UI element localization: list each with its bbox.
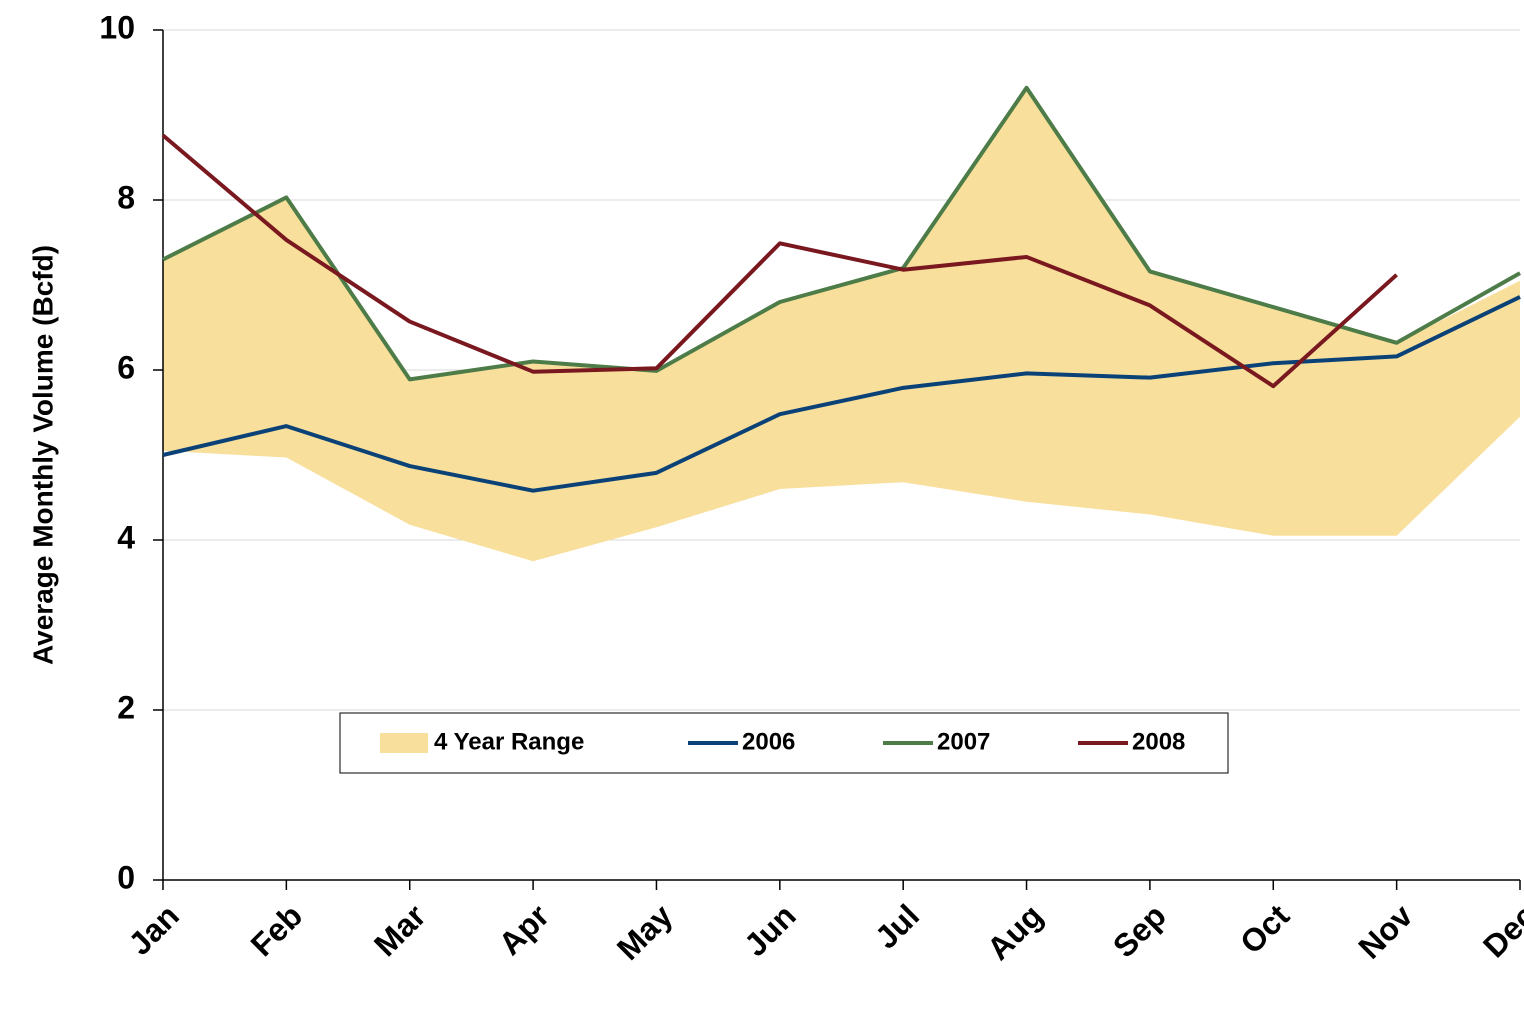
series-line bbox=[162, 295, 1521, 493]
x-tick-label: Aug bbox=[980, 897, 1049, 966]
legend-label: 2006 bbox=[742, 728, 795, 755]
x-tick-label: Sep bbox=[1106, 897, 1173, 964]
y-tick-label: 10 bbox=[99, 9, 135, 45]
y-tick-label: 6 bbox=[117, 349, 135, 385]
y-tick-label: 2 bbox=[117, 689, 135, 725]
legend-label: 2008 bbox=[1132, 728, 1185, 755]
y-tick-label: 8 bbox=[117, 179, 135, 215]
series-line bbox=[162, 85, 1521, 382]
x-tick-label: Apr bbox=[492, 897, 556, 961]
x-tick-label: Feb bbox=[244, 897, 310, 963]
range-area bbox=[163, 87, 1520, 562]
legend-label: 4 Year Range bbox=[434, 728, 584, 755]
x-tick-label: Oct bbox=[1233, 897, 1296, 960]
x-tick-label: Jul bbox=[868, 897, 926, 955]
legend-swatch bbox=[380, 733, 428, 753]
legend: 4 Year Range 2006 2007 2008 bbox=[339, 712, 1229, 774]
y-axis-title: Average Monthly Volume (Bcfd) bbox=[27, 245, 58, 665]
x-tick-label: Dec bbox=[1476, 897, 1524, 964]
x-tick-label: Jan bbox=[121, 897, 185, 961]
x-tick-label: Jun bbox=[737, 897, 803, 963]
y-tick-label: 0 bbox=[117, 859, 135, 895]
legend-label: 2007 bbox=[937, 728, 990, 755]
x-tick-label: May bbox=[610, 897, 680, 967]
series-line bbox=[161, 133, 1398, 389]
x-tick-label: Nov bbox=[1351, 897, 1419, 965]
x-tick-label: Mar bbox=[367, 897, 433, 963]
y-tick-label: 4 bbox=[117, 519, 135, 555]
